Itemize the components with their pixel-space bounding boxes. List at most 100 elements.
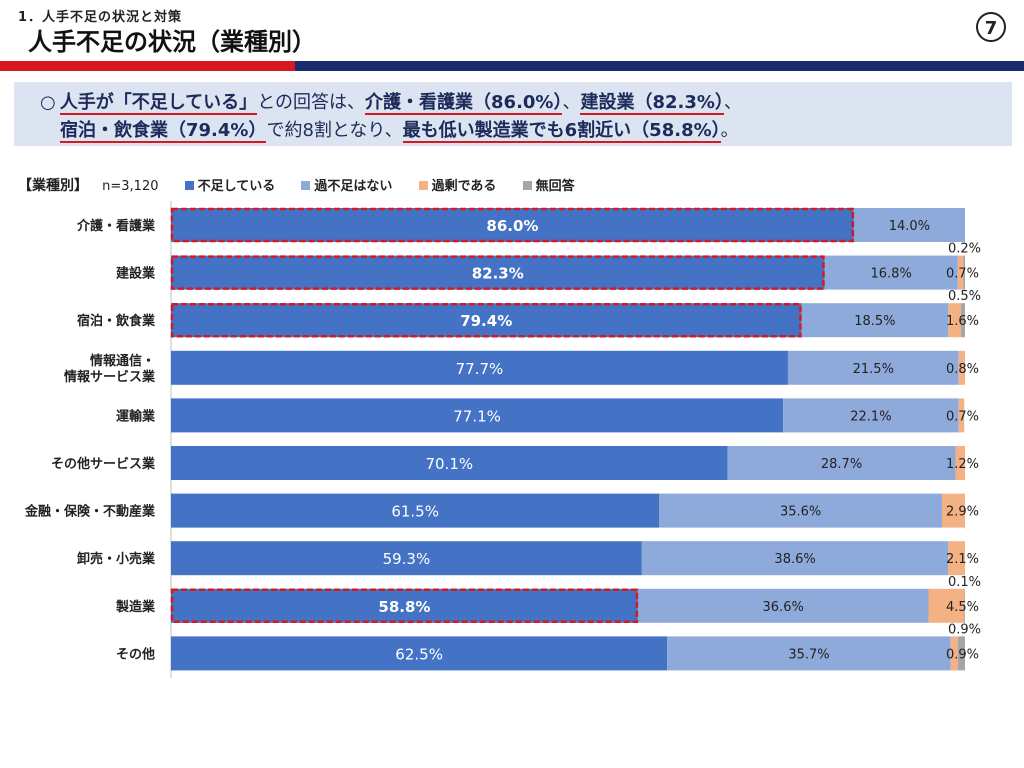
- bar-segment: [171, 636, 668, 671]
- data-label: 2.9%: [946, 505, 979, 520]
- data-label: 0.7%: [946, 409, 979, 424]
- category-label: 製造業: [115, 599, 156, 615]
- bar-segment: [171, 303, 802, 338]
- header-band-red: [0, 61, 295, 71]
- data-label: 62.5%: [395, 645, 443, 663]
- summary-bullet: ○: [40, 92, 56, 113]
- legend-label-no-answer: 無回答: [535, 179, 575, 194]
- bar-segment: [171, 398, 784, 433]
- bar-segment: [171, 446, 728, 480]
- bar-segment: [948, 541, 965, 576]
- data-label: 86.0%: [486, 217, 538, 235]
- data-label: 4.5%: [946, 600, 979, 615]
- data-label: 21.5%: [853, 362, 894, 377]
- data-label: 0.7%: [946, 267, 979, 282]
- category-label: その他サービス業: [51, 456, 156, 472]
- bar-segment: [171, 350, 788, 385]
- data-label: 0.2%: [948, 242, 981, 257]
- bar-segment: [958, 350, 965, 385]
- data-label: 58.8%: [378, 598, 430, 616]
- bar-segment: [963, 255, 965, 290]
- bar-segment: [961, 303, 965, 338]
- bar-segment: [171, 255, 825, 290]
- data-label: 35.7%: [788, 647, 829, 662]
- data-label: 77.7%: [456, 360, 504, 378]
- bar-segment: [659, 493, 942, 528]
- bar-segment: [957, 636, 965, 671]
- stacked-bar-chart: 介護・看護業 86.0% 14.0% 建設業 82.3% 16.8% 0.7% 0.2% 宿泊・…: [24, 201, 981, 678]
- highlight-frame: [170, 302, 802, 338]
- legend-title: 【業種別】: [18, 178, 88, 194]
- summary-text: 、: [723, 92, 742, 113]
- category-label: その他: [116, 646, 155, 662]
- category-label: 情報通信・: [90, 353, 155, 369]
- summary-text: で約8割となり、: [266, 120, 403, 141]
- bar-segment: [853, 208, 965, 242]
- bar-segment: [171, 493, 660, 528]
- summary-line-2: 宿泊・飲食業（79.4%）で約8割となり、最も低い製造業でも6割近い（58.8%…: [60, 116, 739, 143]
- data-label: 77.1%: [453, 407, 501, 425]
- category-label: 建設業: [116, 266, 156, 282]
- page-number-badge: 7: [976, 12, 1006, 42]
- data-label: 14.0%: [889, 219, 930, 234]
- data-label: 1.6%: [946, 314, 979, 329]
- bar-segment: [964, 588, 965, 623]
- data-label: 59.3%: [383, 550, 431, 568]
- highlight-frame: [170, 588, 639, 624]
- data-label: 2.1%: [946, 552, 979, 567]
- data-label: 70.1%: [425, 455, 473, 473]
- sample-size: n=3,120: [102, 179, 159, 194]
- data-label: 18.5%: [854, 314, 895, 329]
- legend-swatch-shortage: [184, 181, 194, 190]
- data-label: 16.8%: [871, 267, 912, 282]
- bar-segment: [783, 398, 959, 433]
- data-label: 0.8%: [946, 362, 979, 377]
- bar-segment: [787, 350, 959, 385]
- header-band-blue: [295, 61, 1024, 71]
- category-label: 宿泊・飲食業: [77, 313, 156, 329]
- data-label: 38.6%: [774, 552, 815, 567]
- bar-segment: [801, 303, 949, 338]
- data-label: 35.6%: [780, 505, 821, 520]
- summary-line-1: ○ 人手が「不足している」との回答は、介護・看護業（86.0%）、建設業（82.3…: [40, 88, 742, 115]
- summary-text: 。: [720, 120, 739, 141]
- data-label: 0.5%: [948, 289, 981, 304]
- data-label: 22.1%: [850, 409, 891, 424]
- highlight-frame: [170, 255, 825, 290]
- highlight-frame: [170, 207, 855, 243]
- category-label: 情報サービス業: [64, 369, 156, 385]
- legend-swatch-no-answer: [522, 181, 532, 190]
- data-label: 36.6%: [763, 600, 804, 615]
- bar-segment: [171, 588, 638, 623]
- bar-segment: [667, 636, 951, 671]
- bar-segment: [637, 588, 929, 623]
- summary-text: 、: [562, 92, 581, 113]
- data-label: 0.1%: [948, 575, 981, 590]
- legend-swatch-surplus: [418, 181, 428, 190]
- legend-swatch-balanced: [301, 181, 311, 190]
- bar-segment: [641, 541, 949, 576]
- summary-text: 建設業（82.3%）: [580, 92, 724, 115]
- data-label: 0.9%: [946, 647, 979, 662]
- bar-segment: [955, 446, 965, 480]
- summary-text: 最も低い製造業でも6割近い（58.8%）: [402, 120, 721, 143]
- summary-text: 介護・看護業（86.0%）: [365, 92, 563, 115]
- summary-box: ○ 人手が「不足している」との回答は、介護・看護業（86.0%）、建設業（82.3…: [14, 82, 1012, 146]
- legend-label-balanced: 過不足はない: [314, 179, 393, 194]
- bar-segment: [171, 208, 854, 242]
- data-label: 0.9%: [948, 622, 981, 637]
- category-label: 運輸業: [116, 408, 156, 424]
- data-label: 61.5%: [391, 503, 439, 521]
- category-label: 介護・看護業: [76, 218, 156, 234]
- chart-legend: 【業種別】 n=3,120 不足している 過不足はない 過剰である 無回答: [18, 175, 575, 195]
- bar-segment: [171, 541, 642, 576]
- legend-label-shortage: 不足している: [197, 179, 276, 194]
- summary-text: 宿泊・飲食業（79.4%）: [60, 120, 267, 143]
- data-label: 82.3%: [472, 265, 524, 283]
- summary-text: との回答は、: [257, 92, 366, 113]
- bar-segment: [928, 588, 965, 623]
- page-title: 人手不足の状況（業種別）: [28, 28, 316, 56]
- bar-segment: [957, 255, 964, 290]
- data-label: 1.2%: [946, 457, 979, 472]
- summary-text: 人手が「不足している」: [59, 92, 258, 115]
